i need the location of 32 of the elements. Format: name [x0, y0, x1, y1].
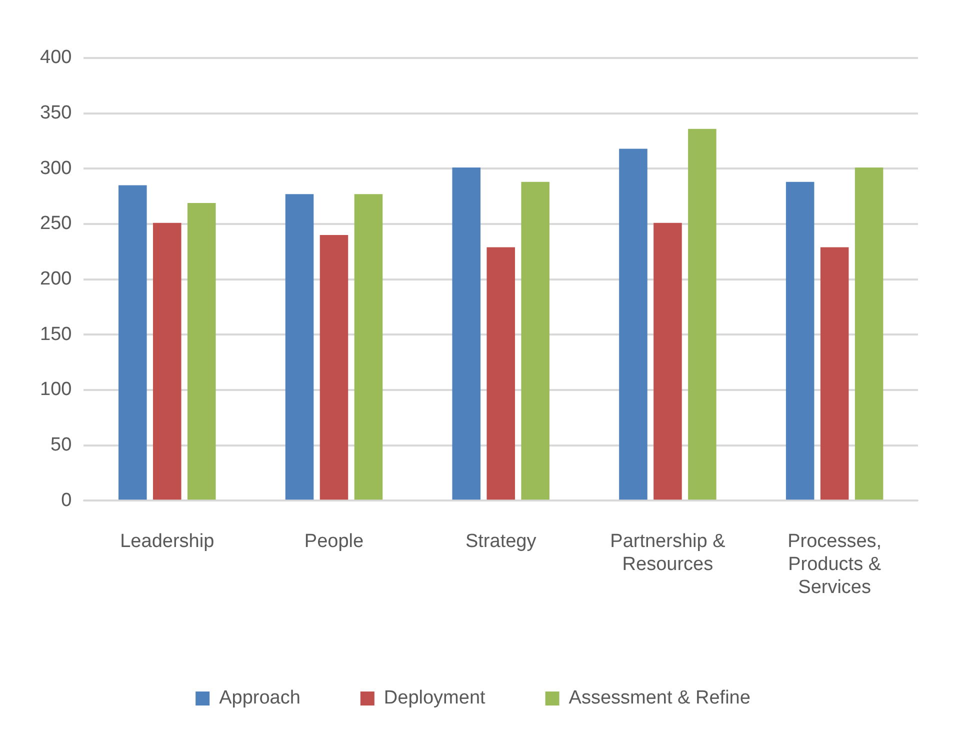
- y-tick-label: 100: [40, 379, 72, 400]
- y-tick-label: 0: [61, 490, 72, 511]
- y-tick-label: 250: [40, 213, 72, 234]
- bar: [619, 148, 648, 500]
- y-tick-label: 300: [40, 158, 72, 179]
- x-tick-label: Strategy: [465, 531, 537, 552]
- bar: [521, 182, 550, 500]
- bar: [688, 128, 716, 500]
- y-tick-label: 50: [50, 434, 72, 456]
- legend-label: Assessment & Refine: [568, 688, 750, 709]
- bar: [152, 222, 182, 500]
- bar: [354, 194, 383, 500]
- bar: [854, 168, 884, 500]
- bar: [118, 185, 147, 500]
- bar: [452, 168, 481, 500]
- bar: [285, 194, 314, 500]
- bar: [820, 247, 849, 500]
- y-tick-label: 350: [40, 102, 72, 124]
- bar: [486, 247, 515, 500]
- bar: [187, 202, 216, 500]
- legend-label: Approach: [219, 688, 300, 709]
- bar: [320, 235, 348, 500]
- x-tick-label: People: [304, 531, 364, 552]
- y-tick-label: 150: [40, 324, 72, 345]
- bar: [786, 182, 814, 500]
- x-tick-label: Leadership: [120, 531, 214, 552]
- x-tick-label: Partnership & Resources: [610, 531, 726, 576]
- bar: [654, 222, 682, 500]
- x-tick-label: Processes, Products & Services: [788, 531, 882, 598]
- y-tick-label: 200: [40, 268, 72, 290]
- legend-label: Deployment: [384, 688, 486, 709]
- y-tick-label: 400: [40, 47, 72, 68]
